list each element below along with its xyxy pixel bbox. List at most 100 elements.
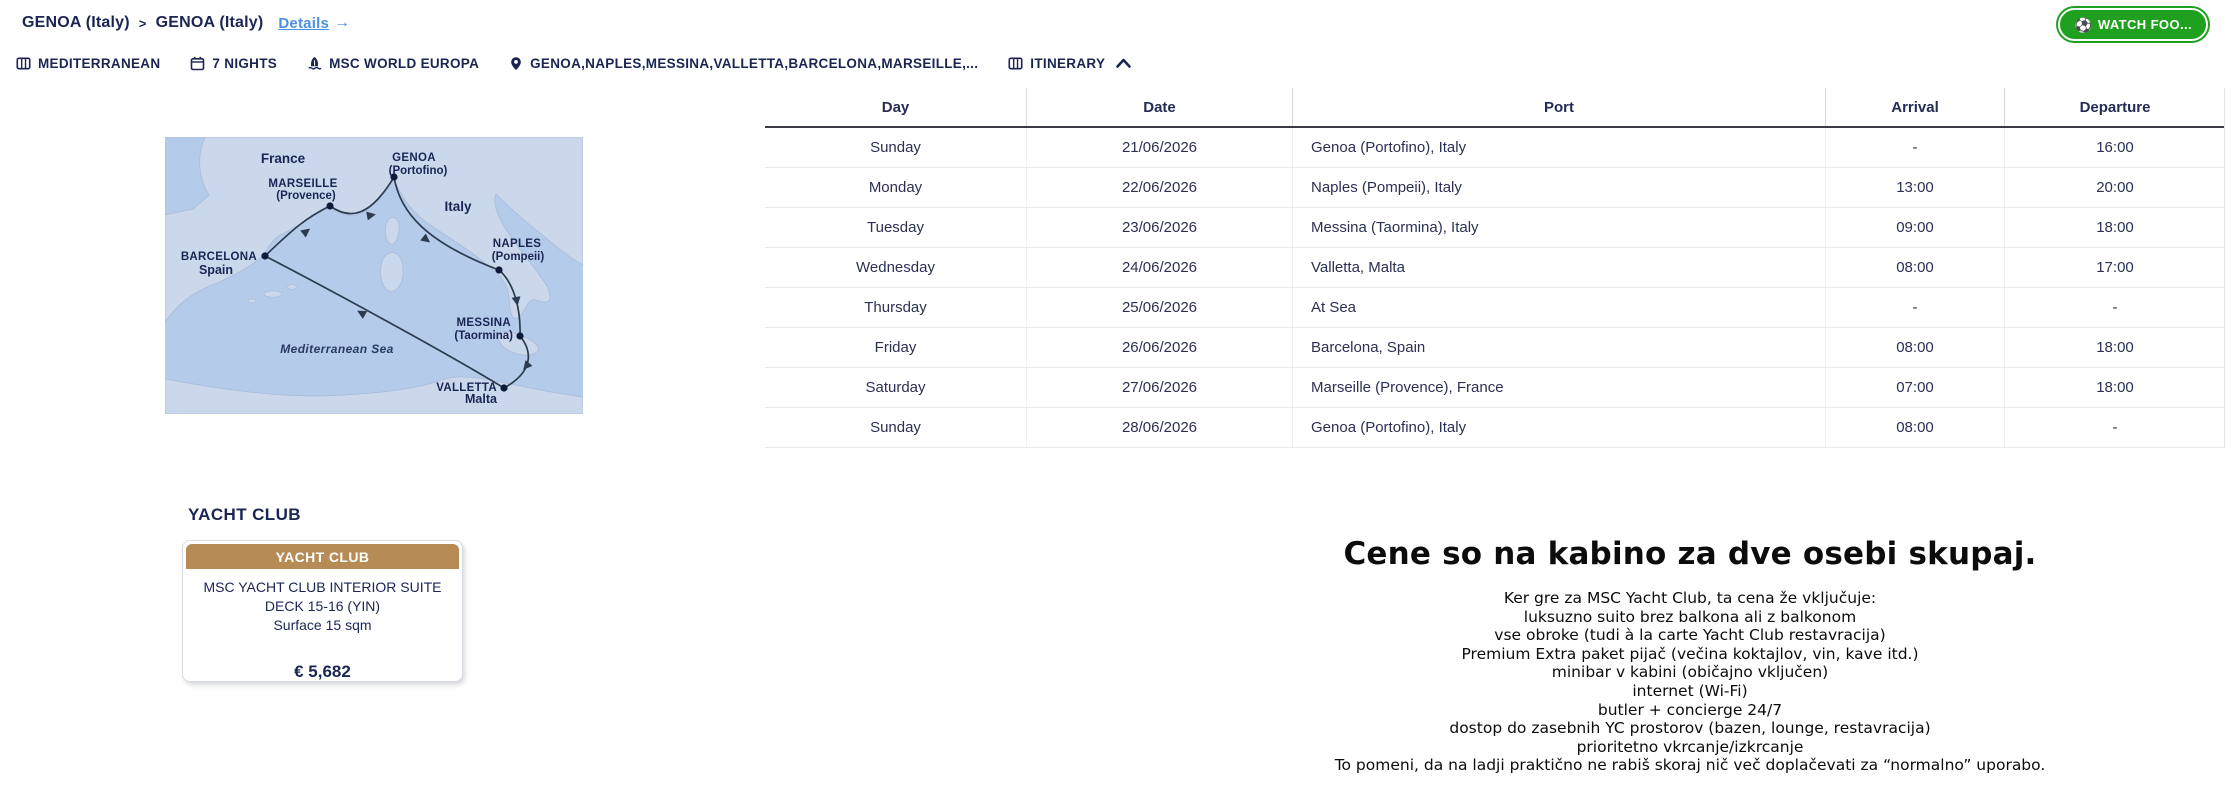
table-row: Tuesday 23/06/2026 Messina (Taormina), Ita…	[765, 208, 2224, 248]
itinerary-map: France Italy GENOA (Portofino) MARSEILLE…	[165, 137, 583, 414]
table-cell: Genoa (Portofino), Italy	[1292, 408, 1825, 447]
pricing-line: prioritetno vkrcanje/izkrcanje	[1576, 737, 1804, 756]
table-cell: Genoa (Portofino), Italy	[1292, 128, 1825, 167]
itinerary-toggle-label: ITINERARY	[1030, 55, 1106, 71]
table-cell: 13:00	[1825, 168, 2004, 207]
route-lines	[264, 176, 530, 389]
table-row: Sunday 28/06/2026 Genoa (Portofino), Italy…	[765, 408, 2224, 448]
map-label-france: France	[261, 151, 306, 166]
table-cell: 26/06/2026	[1026, 328, 1292, 367]
map-island-sardinia	[380, 252, 404, 292]
column-header-date: Date	[1026, 88, 1292, 126]
pricing-line: luksuzno suito brez balkona ali z balkon…	[1523, 607, 1857, 626]
table-cell: 18:00	[2004, 208, 2225, 247]
pricing-line: To pomeni, da na ladji praktično ne rabi…	[1334, 756, 2046, 775]
pricing-heading: Cene so na kabino za dve osebi skupaj.	[1343, 536, 2037, 572]
map-sea-biscay	[165, 137, 210, 216]
pricing-line: butler + concierge 24/7	[1597, 700, 1783, 719]
table-cell: 18:00	[2004, 368, 2225, 407]
table-row: Saturday 27/06/2026 Marseille (Provence), …	[765, 368, 2224, 408]
tag-ports-label: GENOA,NAPLES,MESSINA,VALLETTA,BARCELONA,…	[530, 55, 979, 71]
table-cell: 09:00	[1825, 208, 2004, 247]
cabin-surface: Surface 15 sqm	[273, 617, 372, 633]
details-link[interactable]: Details →	[278, 14, 350, 32]
pricing-line: internet (Wi-Fi)	[1632, 681, 1748, 700]
column-header-day: Day	[881, 98, 910, 116]
table-row: Monday 22/06/2026 Naples (Pompeii), Italy 1…	[765, 168, 2224, 208]
table-cell: -	[2004, 288, 2225, 327]
table-row: Sunday 21/06/2026 Genoa (Portofino), Italy…	[765, 128, 2224, 168]
itinerary-toggle[interactable]: ITINERARY	[1008, 56, 1132, 71]
tag-ports: GENOA,NAPLES,MESSINA,VALLETTA,BARCELONA,…	[509, 56, 978, 71]
table-row: Friday 26/06/2026 Barcelona, Spain 08:00 18:…	[765, 328, 2224, 368]
cabin-price: € 5,682	[294, 662, 351, 681]
column-header-arrival: Arrival	[1825, 88, 2004, 126]
watch-button-label: WATCH FOO...	[2097, 17, 2192, 32]
watch-football-button[interactable]: ⚽ WATCH FOO...	[2058, 8, 2208, 41]
table-cell: Sunday	[870, 139, 921, 156]
table-cell: At Sea	[1292, 288, 1825, 327]
table-row: Thursday 25/06/2026 At Sea - -	[765, 288, 2224, 328]
map-island-balearic	[286, 284, 298, 290]
pricing-line: vse obroke (tudi à la carte Yacht Club r…	[1494, 626, 1886, 645]
yacht-club-price-card[interactable]: YACHT CLUB MSC YACHT CLUB INTERIOR SUITE…	[182, 540, 463, 682]
map-land-africa	[165, 376, 583, 414]
tag-region: MEDITERRANEAN	[16, 56, 160, 71]
table-cell: 28/06/2026	[1026, 408, 1292, 447]
map-label-messina-sub: (Taormina)	[454, 330, 513, 342]
table-cell: 08:00	[1825, 328, 2004, 367]
map-land-europe	[165, 137, 583, 323]
card-details: MSC YACHT CLUB INTERIOR SUITE DECK 15-16…	[186, 569, 459, 635]
calendar-icon	[191, 56, 205, 70]
breadcrumb: GENOA (Italy) > GENOA (Italy) Details →	[22, 14, 350, 32]
map-label-valletta: VALLETTA	[436, 382, 497, 394]
ship-icon	[308, 56, 322, 70]
pricing-line: Premium Extra paket pijač (večina koktaj…	[1461, 644, 1919, 663]
table-cell: 08:00	[1825, 408, 2004, 447]
table-cell: Wednesday	[856, 259, 935, 276]
arrow-right-icon: →	[333, 14, 351, 31]
tag-nights-label: 7 NIGHTS	[212, 55, 278, 71]
cabin-title: MSC YACHT CLUB INTERIOR SUITE	[203, 579, 442, 595]
table-body: Sunday 21/06/2026 Genoa (Portofino), Italy…	[765, 128, 2224, 448]
route-arrows	[300, 211, 533, 370]
table-cell: Naples (Pompeii), Italy	[1292, 168, 1825, 207]
table-cell: Barcelona, Spain	[1292, 328, 1825, 367]
map-label-marseille-sub: (Provence)	[276, 190, 336, 202]
map-label-spain: Spain	[199, 263, 233, 277]
map-label-barcelona: BARCELONA	[181, 251, 257, 263]
table-cell: 23/06/2026	[1026, 208, 1292, 247]
map-island-balearic	[247, 298, 257, 304]
table-cell: 24/06/2026	[1026, 248, 1292, 287]
table-cell: Marseille (Provence), France	[1292, 368, 1825, 407]
map-island-balearic	[263, 290, 283, 298]
soccer-ball-icon: ⚽	[2074, 16, 2092, 33]
pin-icon	[511, 56, 521, 70]
table-cell: 08:00	[1825, 248, 2004, 287]
tag-ship: MSC WORLD EUROPA	[307, 56, 479, 71]
map-label-malta: Malta	[465, 392, 498, 406]
table-cell: 17:00	[2004, 248, 2225, 287]
card-category-header: YACHT CLUB	[186, 544, 459, 569]
chevron-up-icon[interactable]	[1115, 57, 1132, 70]
details-link-label: Details	[278, 14, 329, 32]
tag-nights: 7 NIGHTS	[190, 56, 277, 71]
breadcrumb-destination: GENOA (Italy)	[155, 14, 264, 31]
table-cell: Messina (Taormina), Italy	[1292, 208, 1825, 247]
map-label-genoa-sub: (Portofino)	[389, 165, 448, 177]
table-cell: Tuesday	[867, 219, 924, 236]
table-cell: 20:00	[2004, 168, 2225, 207]
table-cell: Saturday	[865, 379, 926, 396]
map-label-genoa: GENOA	[392, 152, 436, 164]
table-cell: -	[2004, 408, 2225, 447]
pricing-lines: Ker gre za MSC Yacht Club, ta cena že vk…	[1330, 589, 2050, 775]
breadcrumb-separator: >	[138, 15, 147, 31]
column-header-port: Port	[1292, 88, 1825, 126]
pricing-line: dostop do zasebnih YC prostorov (bazen, …	[1449, 719, 1931, 738]
table-cell: 21/06/2026	[1026, 128, 1292, 167]
map-label-naples-sub: (Pompeii)	[492, 251, 545, 263]
pricing-info-block: Cene so na kabino za dve osebi skupaj. K…	[1330, 536, 2050, 775]
table-cell: 18:00	[2004, 328, 2225, 367]
table-cell: 25/06/2026	[1026, 288, 1292, 327]
